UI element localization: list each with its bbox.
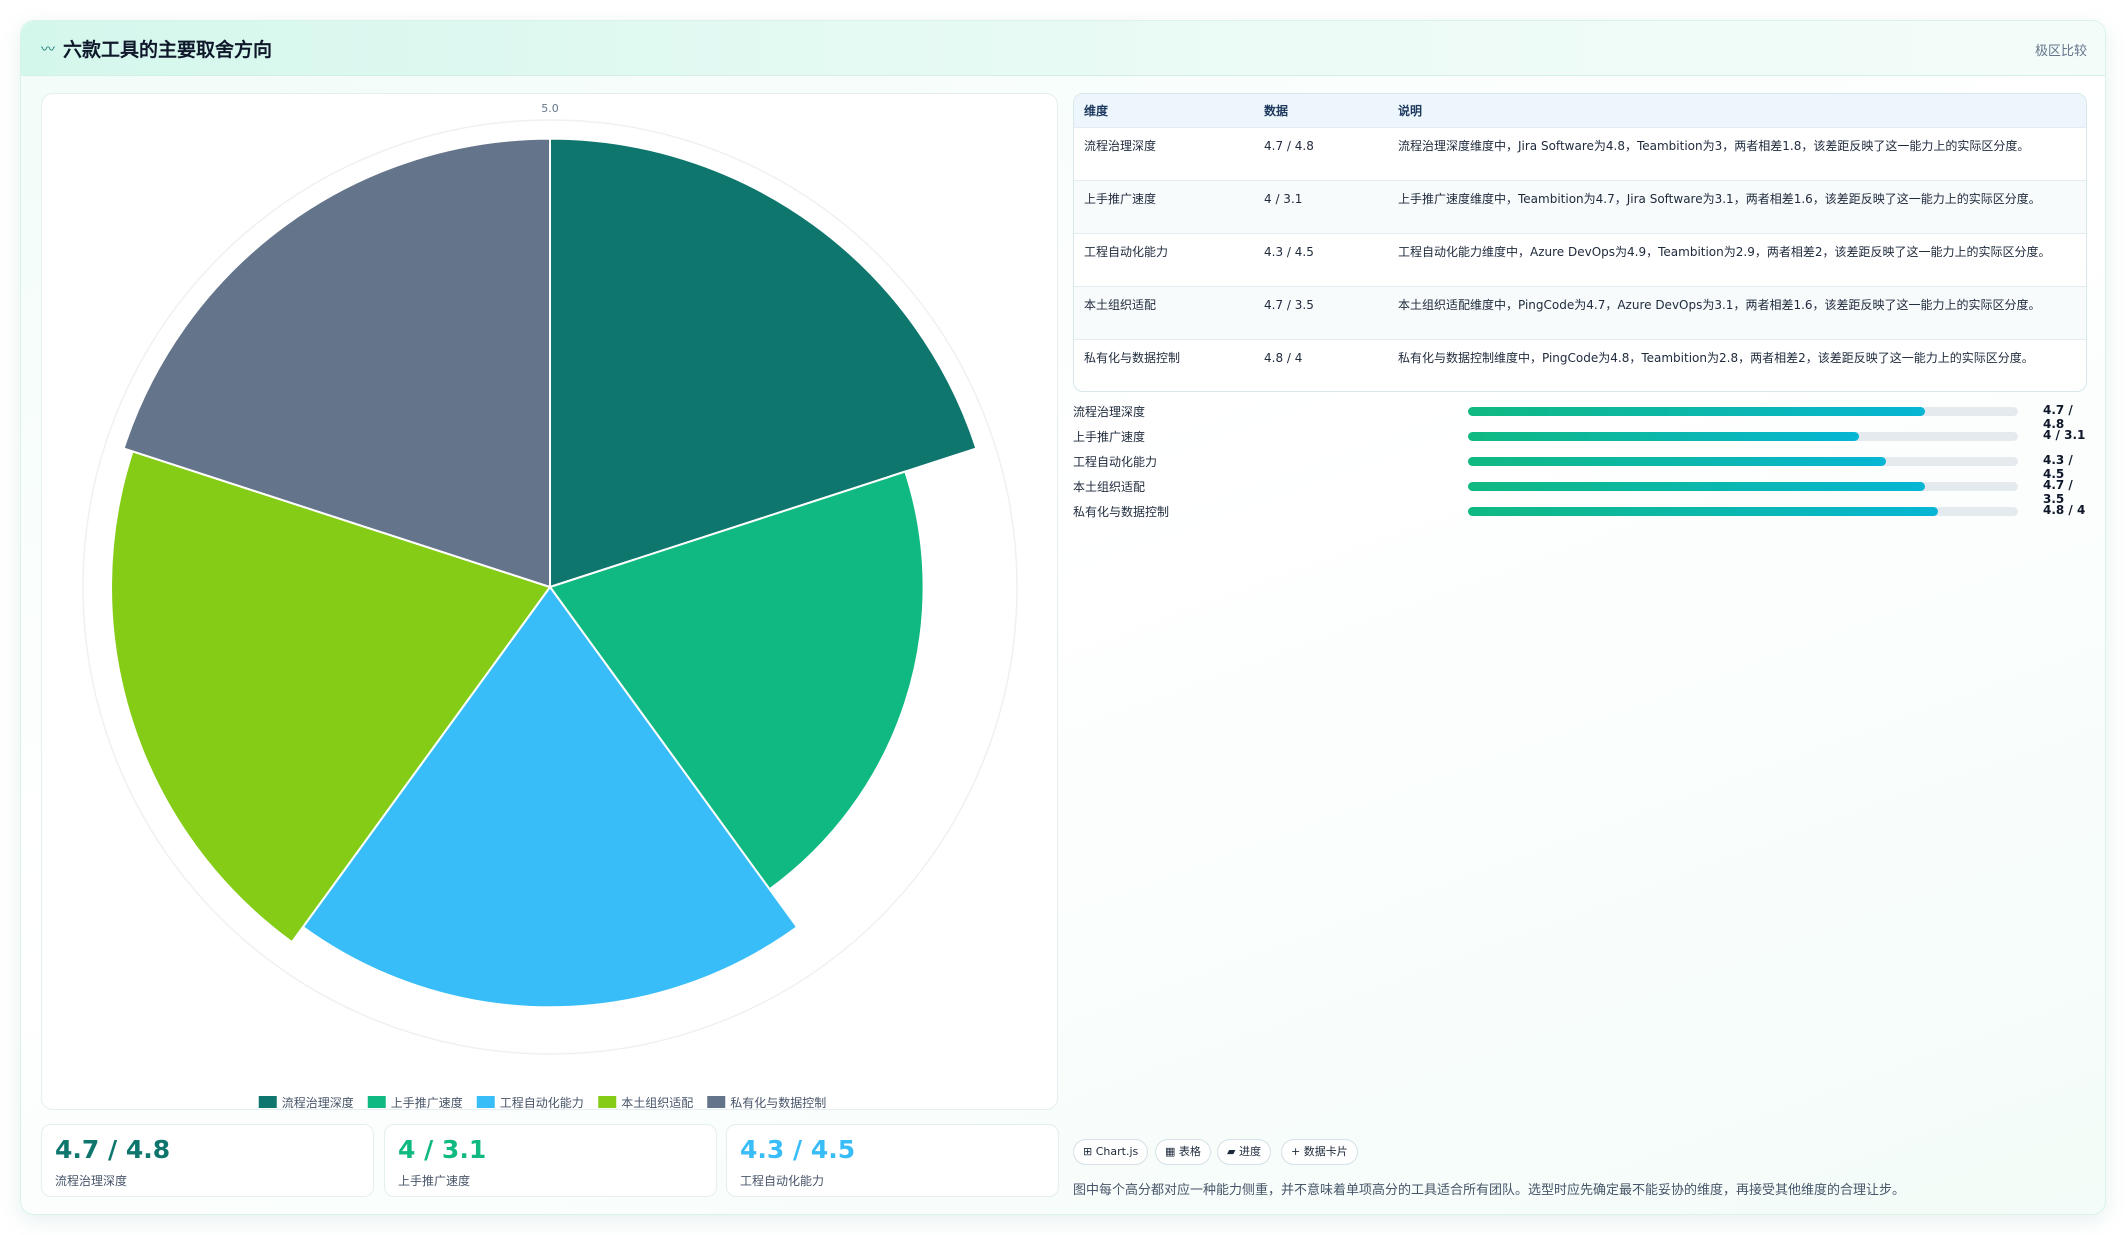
cell-desc: 私有化与数据控制维度中，PingCode为4.8，Teambition为2.8，… — [1398, 350, 2034, 365]
page-title: 六款工具的主要取舍方向 — [63, 39, 273, 61]
cell-dim: 上手推广速度 — [1084, 191, 1157, 206]
table-row: 上手推广速度 4 / 3.1 上手推广速度维度中，Teambition为4.7，… — [1074, 180, 2086, 233]
card-header: 〰 六款工具的主要取舍方向 极区比较 — [21, 21, 2105, 76]
progress-fill — [1468, 482, 1925, 491]
progress-value: 4.8 / 4 — [2043, 503, 2086, 517]
legend-swatch — [598, 1096, 617, 1108]
progress-label: 私有化与数据控制 — [1073, 505, 1170, 519]
progress-value: 4 / 3.1 — [2043, 428, 2086, 442]
legend-label[interactable]: 工程自动化能力 — [500, 1095, 584, 1110]
table-row: 本土组织适配 4.7 / 3.5 本土组织适配维度中，PingCode为4.7，… — [1074, 286, 2086, 339]
polar-wedge[interactable] — [110, 450, 552, 944]
cell-desc: 工程自动化能力维度中，Azure DevOps为4.9，Teambition为2… — [1398, 244, 2051, 259]
radial-tick-label: 5.0 — [541, 102, 559, 115]
progress-track — [1468, 432, 2018, 441]
polar-chart-panel: 5.0 流程治理深度 上手推广速度 工程自动化能力 本土组织适配 私有化与数据控制 — [41, 93, 1058, 1110]
progress-track — [1468, 507, 2018, 516]
cell-dim: 流程治理深度 — [1084, 138, 1157, 153]
progress-fill — [1468, 407, 1925, 416]
progress-value: 4.7 / 4.8 — [2043, 403, 2073, 431]
progress-row: 流程治理深度 4.7 / 4.8 — [1073, 401, 2087, 431]
legend-label[interactable]: 上手推广速度 — [391, 1095, 463, 1110]
cell-desc: 本土组织适配维度中，PingCode为4.7，Azure DevOps为3.1，… — [1398, 297, 2041, 312]
chip-data-card[interactable]: + 数据卡片 — [1281, 1139, 1358, 1165]
chip-chartjs[interactable]: ⊞ Chart.js — [1073, 1139, 1149, 1165]
polar-wedge[interactable] — [122, 137, 551, 589]
table-row: 工程自动化能力 4.3 / 4.5 工程自动化能力维度中，Azure DevOp… — [1074, 233, 2086, 286]
progress-label: 工程自动化能力 — [1073, 455, 1158, 469]
cell-data: 4 / 3.1 — [1264, 191, 1303, 206]
cell-dim: 私有化与数据控制 — [1084, 350, 1181, 365]
kpi-card: 4.7 / 4.8 流程治理深度 — [41, 1124, 374, 1197]
kpi-card: 4 / 3.1 上手推广速度 — [384, 1124, 717, 1197]
table-header-desc: 说明 — [1398, 103, 1423, 118]
kpi-value: 4.7 / 4.8 — [55, 1135, 171, 1164]
progress-value: 4.3 / 4.5 — [2043, 453, 2073, 481]
main-card: 〰 六款工具的主要取舍方向 极区比较 5.0 流程治理深度 上手推广速度 工程自动化能… — [20, 20, 2106, 1215]
polar-wedge[interactable] — [549, 137, 978, 589]
progress-label: 本土组织适配 — [1073, 480, 1146, 494]
progress-label: 上手推广速度 — [1073, 430, 1146, 444]
progress-fill — [1468, 507, 1939, 516]
progress-row: 工程自动化能力 4.3 / 4.5 — [1073, 451, 2087, 481]
kpi-value: 4 / 3.1 — [398, 1135, 487, 1164]
progress-fill — [1468, 457, 1886, 466]
cell-data: 4.7 / 4.8 — [1264, 138, 1314, 153]
progress-track — [1468, 457, 2018, 466]
polar-wedge[interactable] — [301, 585, 799, 1009]
legend-label[interactable]: 本土组织适配 — [621, 1096, 693, 1110]
chip-progress[interactable]: ▰ 进度 — [1217, 1139, 1271, 1165]
progress-row: 私有化与数据控制 4.8 / 4 — [1073, 501, 2087, 526]
table-row: 私有化与数据控制 4.8 / 4 私有化与数据控制维度中，PingCode为4.… — [1074, 339, 2086, 391]
table-header-dim: 维度 — [1084, 103, 1109, 118]
legend-swatch — [367, 1096, 386, 1108]
data-table: 维度 数据 说明 流程治理深度 4.7 / 4.8 流程治理深度维度中，Jira… — [1073, 93, 2087, 392]
progress-row: 上手推广速度 4 / 3.1 — [1073, 426, 2087, 451]
chip-table[interactable]: ▦ 表格 — [1155, 1139, 1211, 1165]
table-row: 流程治理深度 4.7 / 4.8 流程治理深度维度中，Jira Software… — [1074, 127, 2086, 180]
legend-label[interactable]: 流程治理深度 — [282, 1095, 354, 1110]
footnote: 图中每个高分都对应一种能力侧重，并不意味着单项高分的工具适合所有团队。选型时应先… — [1073, 1183, 1906, 1198]
chart-wave-icon: 〰 — [41, 42, 55, 58]
progress-fill — [1468, 432, 1859, 441]
progress-row: 本土组织适配 4.7 / 3.5 — [1073, 476, 2087, 506]
polar-wedge[interactable] — [548, 470, 925, 891]
kpi-value: 4.3 / 4.5 — [740, 1135, 856, 1164]
cell-data: 4.3 / 4.5 — [1264, 244, 1314, 259]
progress-list: 流程治理深度 4.7 / 4.8 上手推广速度 4 / 3.1 工程自动化能力 … — [1073, 401, 2087, 526]
kpi-label: 上手推广速度 — [398, 1174, 471, 1188]
kpi-label: 流程治理深度 — [55, 1174, 128, 1188]
legend-swatch — [707, 1096, 726, 1108]
kpi-card: 4.3 / 4.5 工程自动化能力 — [726, 1124, 1059, 1197]
progress-value: 4.7 / 3.5 — [2043, 478, 2073, 506]
cell-data: 4.7 / 3.5 — [1264, 297, 1314, 312]
progress-track — [1468, 407, 2018, 416]
legend-label[interactable]: 私有化与数据控制 — [730, 1095, 826, 1110]
legend-swatch — [476, 1096, 495, 1108]
kpi-label: 工程自动化能力 — [740, 1174, 825, 1188]
cell-desc: 上手推广速度维度中，Teambition为4.7，Jira Software为3… — [1398, 191, 2041, 206]
cell-desc: 流程治理深度维度中，Jira Software为4.8，Teambition为3… — [1398, 138, 2030, 153]
table-header-data: 数据 — [1264, 103, 1289, 118]
table-header-row: 维度 数据 说明 — [1074, 94, 2086, 127]
polar-area-chart: 5.0 流程治理深度 上手推广速度 工程自动化能力 本土组织适配 私有化与数据控制 — [82, 102, 1018, 1110]
cell-dim: 本土组织适配 — [1084, 297, 1157, 312]
grid-ring — [82, 119, 1018, 1055]
progress-label: 流程治理深度 — [1073, 405, 1146, 419]
progress-track — [1468, 482, 2018, 491]
legend-swatch — [258, 1096, 277, 1108]
chart-type-tag: 极区比较 — [2034, 44, 2087, 59]
cell-dim: 工程自动化能力 — [1084, 244, 1169, 259]
cell-data: 4.8 / 4 — [1264, 350, 1303, 365]
